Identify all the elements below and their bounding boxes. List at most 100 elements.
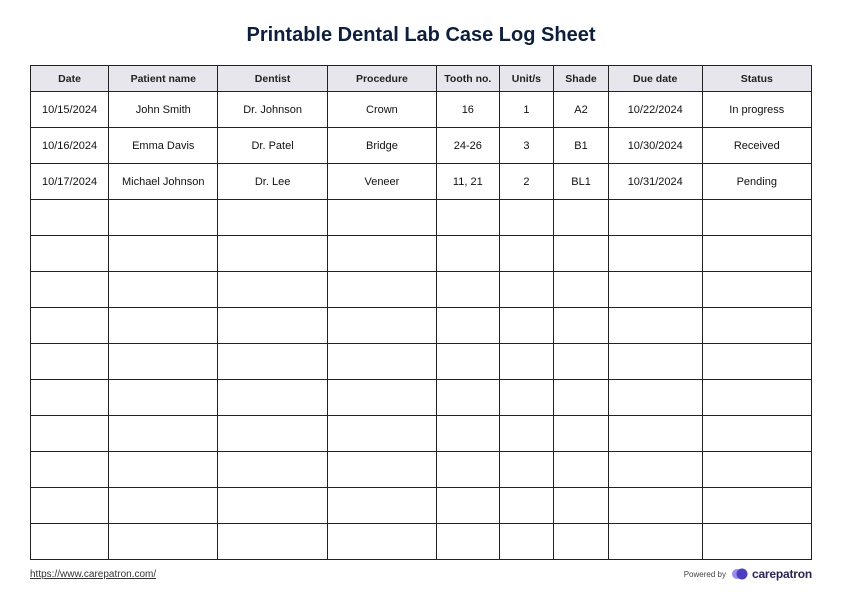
table-cell (31, 236, 109, 272)
table-cell (31, 308, 109, 344)
table-cell (702, 380, 811, 416)
table-row (31, 380, 812, 416)
table-cell (109, 380, 218, 416)
table-cell (554, 524, 609, 560)
table-cell (218, 200, 327, 236)
table-cell (608, 488, 702, 524)
table-cell: Dr. Patel (218, 128, 327, 164)
table-cell (499, 488, 554, 524)
table-cell (327, 344, 436, 380)
table-cell (499, 344, 554, 380)
table-cell: 1 (499, 92, 554, 128)
footer-link[interactable]: https://www.carepatron.com/ (30, 569, 156, 580)
table-cell (31, 272, 109, 308)
table-cell (499, 524, 554, 560)
powered-by-label: Powered by (684, 570, 726, 579)
column-header: Tooth no. (437, 66, 499, 92)
table-cell (327, 236, 436, 272)
table-cell (109, 308, 218, 344)
table-cell (702, 200, 811, 236)
table-cell (31, 488, 109, 524)
table-row (31, 344, 812, 380)
table-cell (327, 452, 436, 488)
table-row: 10/15/2024John SmithDr. JohnsonCrown161A… (31, 92, 812, 128)
column-header: Shade (554, 66, 609, 92)
table-cell (608, 344, 702, 380)
table-cell (437, 416, 499, 452)
table-cell (31, 416, 109, 452)
table-cell (109, 524, 218, 560)
table-cell (499, 308, 554, 344)
column-header: Date (31, 66, 109, 92)
table-cell (218, 236, 327, 272)
footer: https://www.carepatron.com/ Powered by c… (30, 567, 812, 581)
table-cell (702, 524, 811, 560)
table-row: 10/17/2024Michael JohnsonDr. LeeVeneer11… (31, 164, 812, 200)
table-cell (218, 488, 327, 524)
table-cell (499, 236, 554, 272)
table-cell: Emma Davis (109, 128, 218, 164)
table-cell (608, 416, 702, 452)
table-cell: 3 (499, 128, 554, 164)
table-cell: Bridge (327, 128, 436, 164)
table-cell: 10/16/2024 (31, 128, 109, 164)
table-cell (109, 200, 218, 236)
table-cell: 16 (437, 92, 499, 128)
table-cell (31, 344, 109, 380)
table-cell (437, 272, 499, 308)
case-log-table: DatePatient nameDentistProcedureTooth no… (30, 65, 812, 560)
table-cell (109, 488, 218, 524)
table-cell: 10/15/2024 (31, 92, 109, 128)
table-cell (218, 308, 327, 344)
table-cell (437, 488, 499, 524)
powered-by: Powered by carepatron (684, 567, 812, 581)
table-cell: Pending (702, 164, 811, 200)
column-header: Procedure (327, 66, 436, 92)
table-row (31, 236, 812, 272)
table-cell: 11, 21 (437, 164, 499, 200)
table-cell (554, 488, 609, 524)
table-cell (437, 236, 499, 272)
table-cell (109, 236, 218, 272)
table-cell (327, 524, 436, 560)
table-cell (608, 452, 702, 488)
table-cell: A2 (554, 92, 609, 128)
table-cell (499, 416, 554, 452)
table-row (31, 272, 812, 308)
table-row (31, 524, 812, 560)
table-cell: John Smith (109, 92, 218, 128)
table-cell (499, 380, 554, 416)
table-cell (554, 200, 609, 236)
table-cell: Michael Johnson (109, 164, 218, 200)
column-header: Unit/s (499, 66, 554, 92)
table-cell (702, 308, 811, 344)
table-cell (437, 344, 499, 380)
table-cell (702, 452, 811, 488)
table-cell (437, 524, 499, 560)
table-cell (109, 416, 218, 452)
table-row (31, 416, 812, 452)
table-cell: 10/31/2024 (608, 164, 702, 200)
brand-name: carepatron (752, 567, 812, 581)
table-cell: 24-26 (437, 128, 499, 164)
table-cell (554, 236, 609, 272)
brand-logo: carepatron (732, 567, 812, 581)
table-cell (554, 380, 609, 416)
table-cell (702, 416, 811, 452)
table-cell (608, 308, 702, 344)
table-cell: 10/22/2024 (608, 92, 702, 128)
page-title: Printable Dental Lab Case Log Sheet (30, 24, 812, 47)
table-cell (608, 236, 702, 272)
column-header: Due date (608, 66, 702, 92)
column-header: Dentist (218, 66, 327, 92)
table-cell (218, 272, 327, 308)
table-cell (327, 308, 436, 344)
table-row (31, 308, 812, 344)
table-cell (327, 272, 436, 308)
table-cell (437, 308, 499, 344)
table-cell (608, 200, 702, 236)
table-cell (31, 200, 109, 236)
table-row (31, 200, 812, 236)
table-cell (218, 524, 327, 560)
table-cell (327, 488, 436, 524)
